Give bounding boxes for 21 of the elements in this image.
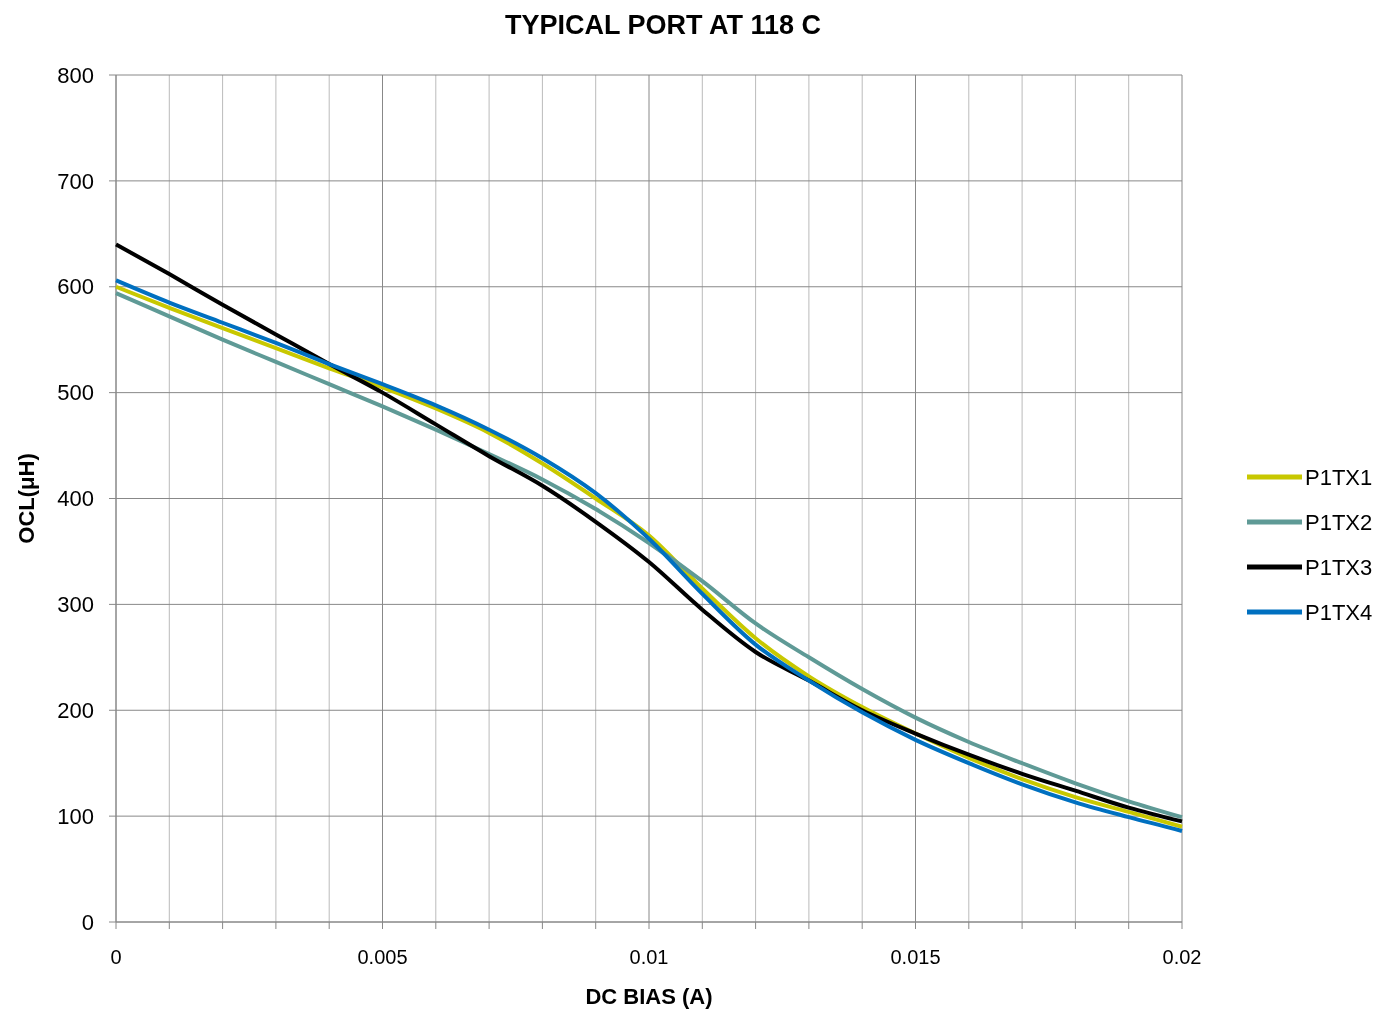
y-tick-label: 400 bbox=[57, 486, 94, 512]
y-axis-title: OCL(μH) bbox=[14, 453, 39, 544]
y-tick-label: 800 bbox=[57, 62, 94, 88]
y-tick-label: 500 bbox=[57, 380, 94, 406]
x-axis-title: DC BIAS (A) bbox=[585, 984, 713, 1009]
legend-label: P1TX1 bbox=[1305, 464, 1373, 490]
legend-label: P1TX3 bbox=[1305, 554, 1373, 580]
y-tick-label: 600 bbox=[57, 274, 94, 300]
y-tick-label: 0 bbox=[81, 909, 94, 935]
y-tick-label: 100 bbox=[57, 803, 94, 829]
y-tick-label: 200 bbox=[57, 697, 94, 723]
chart-title: TYPICAL PORT AT 118 C bbox=[504, 10, 822, 40]
legend-label: P1TX4 bbox=[1305, 599, 1373, 625]
x-tick-label: 0 bbox=[110, 946, 122, 968]
y-tick-label: 300 bbox=[57, 592, 94, 618]
x-tick-label: 0.005 bbox=[357, 946, 408, 968]
x-tick-label: 0.01 bbox=[629, 946, 669, 968]
x-tick-label: 0.02 bbox=[1162, 946, 1202, 968]
legend-label: P1TX2 bbox=[1305, 509, 1373, 535]
y-tick-label: 700 bbox=[57, 168, 94, 194]
x-tick-label: 0.015 bbox=[890, 946, 941, 968]
